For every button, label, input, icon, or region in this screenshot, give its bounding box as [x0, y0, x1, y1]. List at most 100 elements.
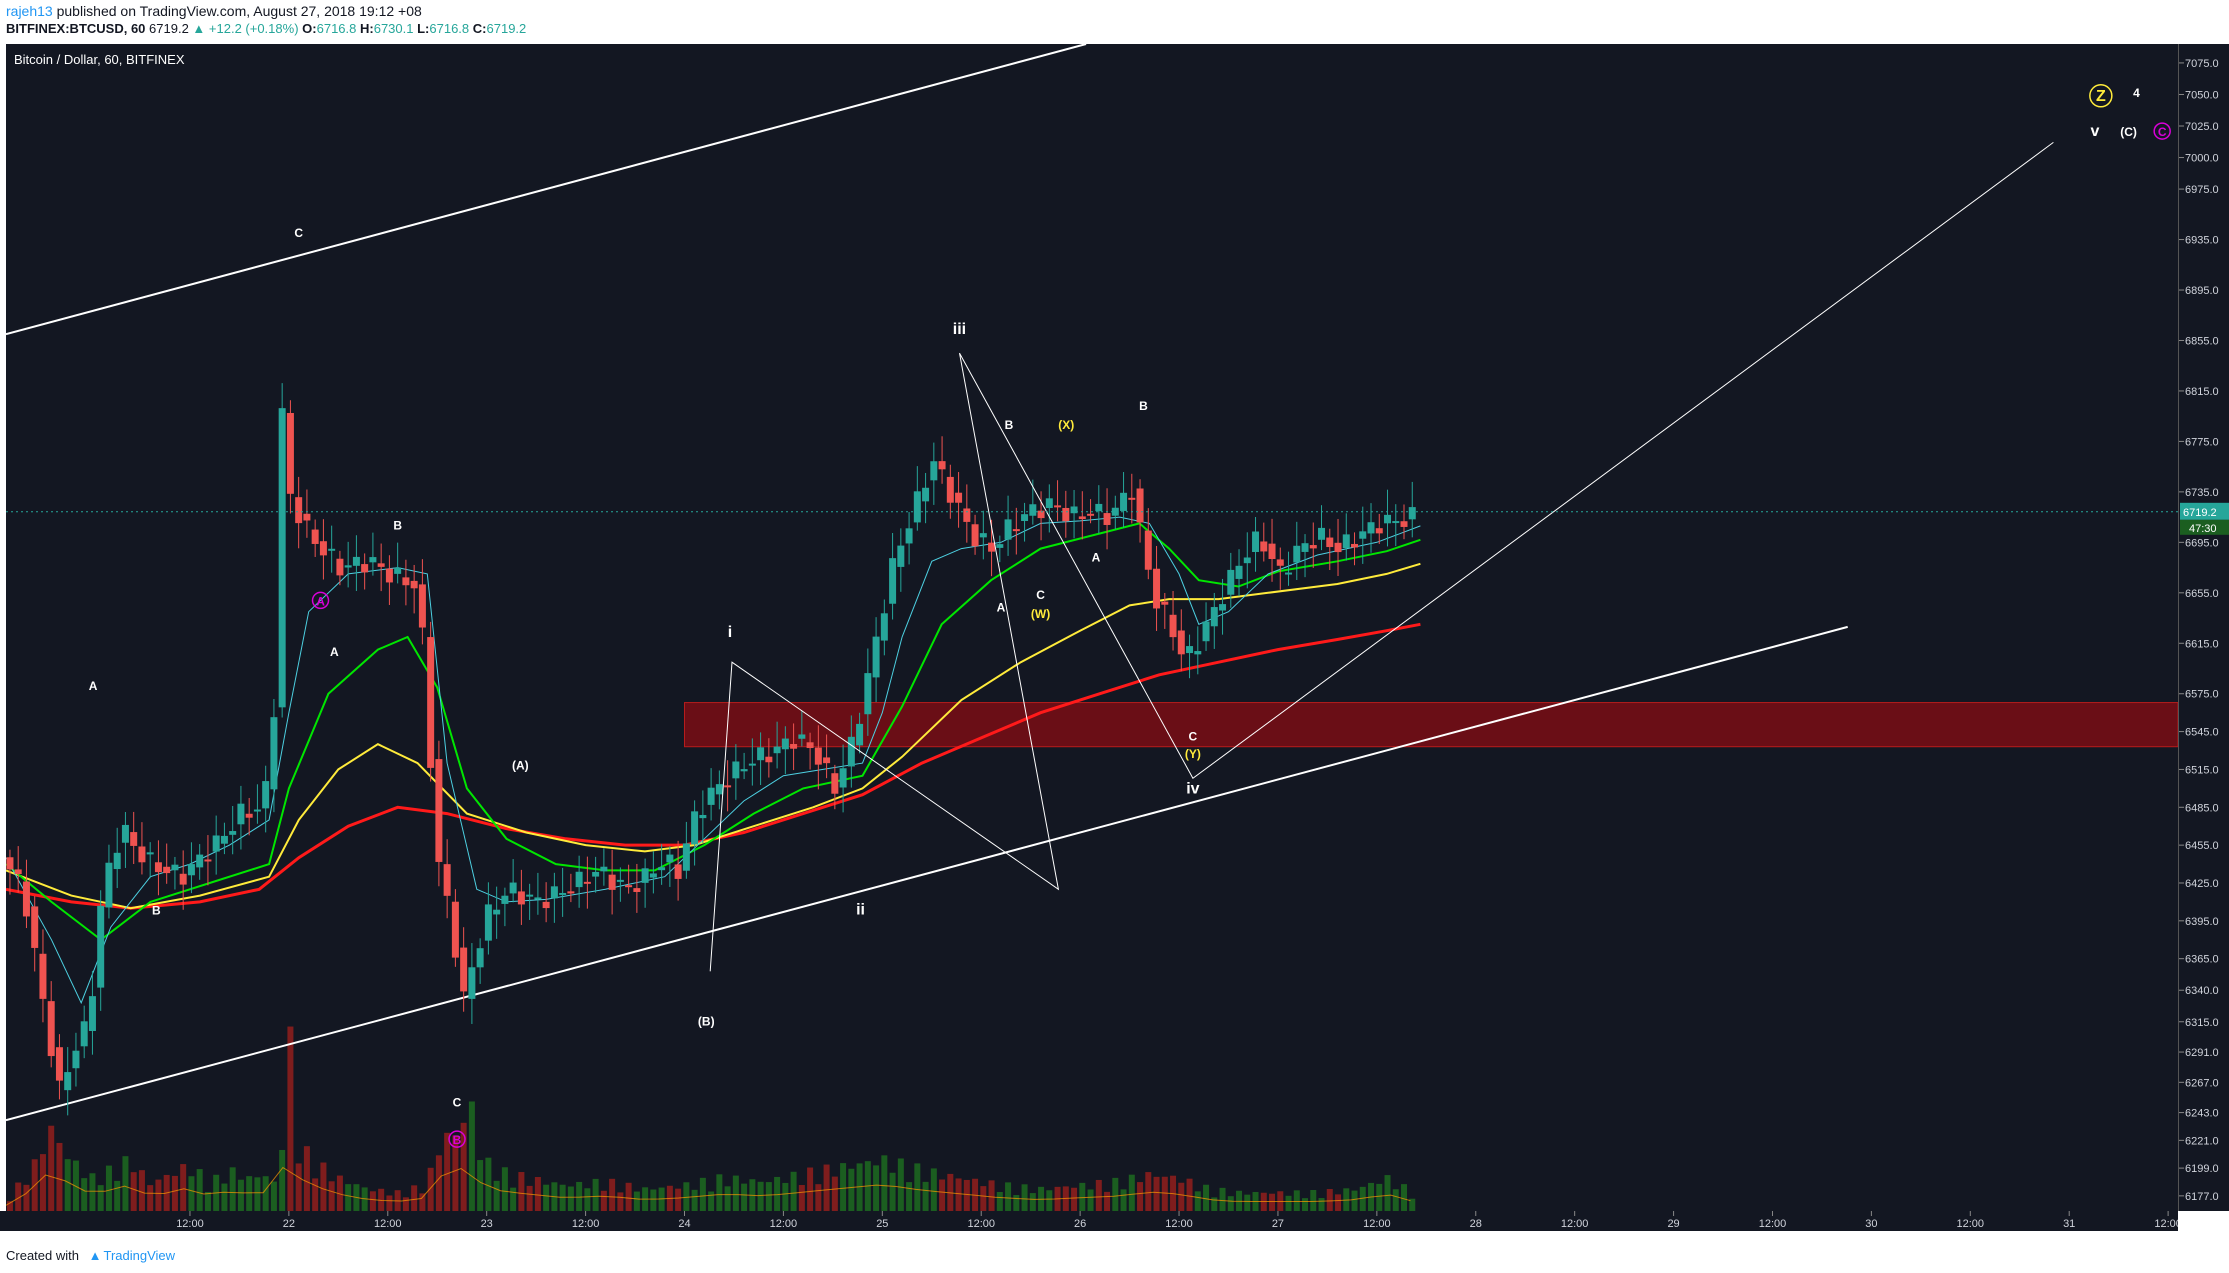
candle-body [311, 529, 319, 544]
candle-body [14, 869, 22, 875]
volume-bar [873, 1165, 880, 1211]
volume-bar [6, 1201, 13, 1211]
x-tick-label: 25 [876, 1218, 888, 1230]
x-tick-label: 12:00 [1759, 1218, 1787, 1230]
candle-body [1045, 498, 1053, 509]
volume-bar [279, 1149, 286, 1211]
volume-bar [609, 1178, 616, 1211]
volume-bar [617, 1192, 624, 1211]
volume-bar [303, 1146, 310, 1211]
volume-bar [881, 1155, 888, 1211]
volume-bar [633, 1191, 640, 1211]
candle-body [476, 948, 484, 968]
candle-body [831, 773, 839, 794]
volume-bar [939, 1179, 946, 1211]
volume-bar [312, 1178, 319, 1211]
volume-bar [402, 1197, 409, 1211]
volume-bar [114, 1180, 121, 1211]
volume-bar [493, 1180, 500, 1211]
volume-bar [708, 1191, 715, 1211]
volume-bar [1194, 1191, 1201, 1211]
y-tick-label: 6221.0 [2185, 1135, 2219, 1147]
x-tick-label: 24 [678, 1218, 690, 1230]
price-axis[interactable]: 7075.0 7050.0 7025.0 7000.0 6975.0 6935.0 6895… [2178, 44, 2229, 1211]
support-zone [684, 702, 2178, 748]
price-axis-svg: 7075.0 7050.0 7025.0 7000.0 6975.0 6935.0 6895… [2179, 58, 2229, 1203]
volume-bar [815, 1184, 822, 1211]
tradingview-logo-icon[interactable]: ▲ [88, 1248, 102, 1263]
low-value: 6716.8 [429, 21, 470, 36]
volume-bar [1087, 1189, 1094, 1211]
y-tick-label: 6291.0 [2185, 1047, 2219, 1059]
wave-label: (C) [2120, 125, 2137, 139]
upper-channel-line [6, 44, 1087, 336]
volume-bar [996, 1191, 1003, 1211]
wave-label: v [2090, 123, 2099, 140]
candle-body [567, 891, 575, 894]
tradingview-link[interactable]: TradingView [103, 1248, 176, 1263]
chart-title: Bitcoin / Dollar, 60, BITFINEX [14, 52, 185, 67]
candle-body [542, 901, 550, 909]
y-tick-label: 6545.0 [2185, 727, 2219, 739]
volume-bar [345, 1184, 352, 1211]
chart-pane[interactable]: Bitcoin / Dollar, 60, BITFINEX A B A C A B (A)… [6, 44, 2178, 1211]
countdown-tag [2180, 519, 2229, 535]
candle-body [138, 846, 146, 863]
x-tick-label: 12:00 [967, 1218, 995, 1230]
chart-svg[interactable]: Bitcoin / Dollar, 60, BITFINEX A B A C A B (A)… [6, 44, 2178, 1211]
wave-label: A [330, 645, 339, 659]
candle-body [1309, 545, 1317, 549]
volume-bar [411, 1185, 418, 1211]
volume-bar [64, 1159, 71, 1211]
volume-bar [1095, 1179, 1102, 1211]
volume-bar [56, 1142, 63, 1211]
candle-body [930, 461, 938, 481]
candle-body [1260, 541, 1268, 552]
y-tick-label: 6515.0 [2185, 764, 2219, 776]
candle-body [790, 744, 798, 749]
candle-body [1359, 531, 1367, 539]
y-tick-label: 6340.0 [2185, 985, 2219, 997]
volume-bar [534, 1177, 541, 1211]
volume-bar [807, 1167, 814, 1211]
volume-bar [889, 1172, 896, 1211]
candle-body [839, 768, 847, 788]
candle-body [988, 542, 996, 552]
x-tick-label: 12:00 [1957, 1218, 1985, 1230]
candle-body [328, 548, 336, 551]
volume-bar [510, 1187, 517, 1211]
candle-body [1408, 507, 1416, 520]
author-link[interactable]: rajeh13 [6, 3, 53, 19]
y-tick-label: 6895.0 [2185, 285, 2219, 297]
volume-bar [1211, 1197, 1218, 1211]
time-axis[interactable]: 12:00 22 12:00 23 12:00 24 12:00 25 12:00 26 12:00… [0, 1211, 2178, 1231]
volume-bar [444, 1132, 451, 1211]
candle-body [864, 673, 872, 715]
x-tick-label: 12:00 [1165, 1218, 1193, 1230]
volume-bar [1326, 1189, 1333, 1211]
candle-body [179, 873, 187, 885]
volume-bar [105, 1165, 112, 1211]
volume-bar [1153, 1176, 1160, 1211]
volume-bar [270, 1181, 277, 1211]
volume-bar [1203, 1184, 1210, 1211]
candle-body [1103, 513, 1111, 525]
candle-body [1202, 621, 1210, 642]
candle-body [1087, 513, 1095, 516]
y-tick-label: 6267.0 [2185, 1077, 2219, 1089]
wave-label: i [728, 624, 732, 641]
volume-bar [196, 1169, 203, 1211]
candle-body [1210, 607, 1218, 627]
volume-bar [369, 1191, 376, 1211]
wave-label: A [89, 679, 98, 693]
volume-bar [155, 1179, 162, 1211]
volume-bar [138, 1170, 145, 1211]
volume-bar [460, 1122, 467, 1211]
candle-body [641, 868, 649, 883]
volume-bar [906, 1182, 913, 1211]
volume-bar [1137, 1182, 1144, 1211]
volume-bar [1310, 1189, 1317, 1211]
volume-bar [419, 1193, 426, 1211]
wave-label: C [1036, 588, 1045, 602]
wave-label-circle [2153, 122, 2171, 140]
